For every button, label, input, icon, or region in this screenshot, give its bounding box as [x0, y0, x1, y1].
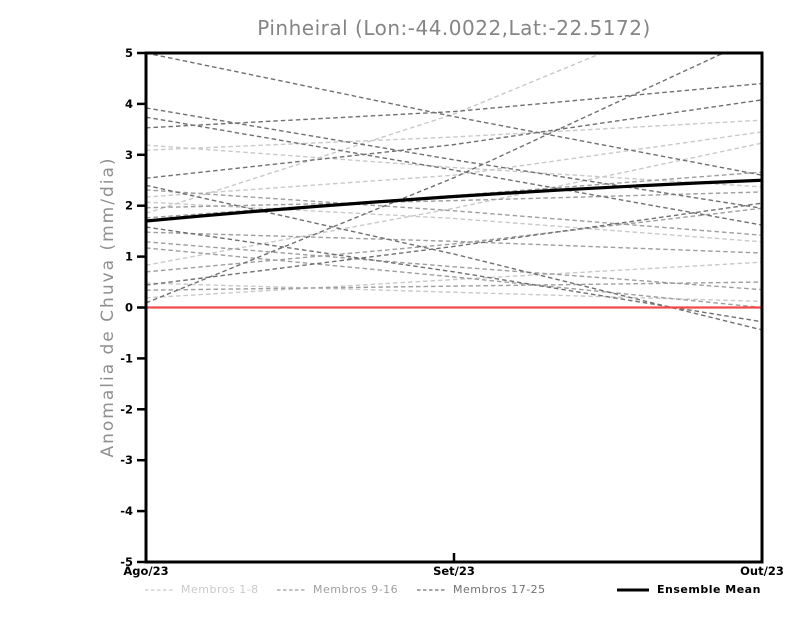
member-line	[146, 241, 762, 291]
y-tick-label: 0	[125, 301, 133, 315]
y-tick-label: 3	[125, 148, 133, 162]
member-line	[146, 202, 762, 286]
member-line	[146, 144, 762, 188]
legend-label: Ensemble Mean	[657, 583, 761, 596]
legend-item-ensemble-mean: Ensemble Mean	[616, 583, 761, 596]
legend-item-membros-1-8: Membros 1-8	[144, 583, 259, 596]
y-tick-label: 4	[125, 97, 133, 111]
plot-area	[146, 53, 762, 331]
legend-item-membros-17-25: Membros 17-25	[416, 583, 546, 596]
x-tick-label: Ago/23	[123, 564, 168, 578]
chart-title: Pinheiral (Lon:-44.0022,Lat:-22.5172)	[257, 16, 651, 40]
member-line	[146, 261, 762, 299]
legend-label: Membros 1-8	[181, 583, 259, 596]
member-line	[146, 53, 604, 215]
member-line	[146, 119, 762, 151]
ensemble-mean-line	[146, 178, 762, 223]
member-line	[146, 107, 762, 209]
dashed-line-swatch	[277, 588, 305, 591]
member-line	[146, 116, 762, 226]
legend-label: Membros 9-16	[313, 583, 399, 596]
legend-label: Membros 17-25	[453, 583, 546, 596]
member-line	[146, 82, 762, 129]
member-line	[146, 281, 762, 291]
y-tick-label: 1	[125, 250, 133, 264]
member-line	[146, 53, 726, 304]
y-tick-label: -1	[120, 351, 133, 365]
x-tick-label: Set/23	[433, 564, 475, 578]
y-tick-label: -2	[120, 402, 133, 416]
legend: Membros 1-8 Membros 9-16 Membros 17-25 E…	[0, 583, 800, 599]
y-tick-label: -5	[120, 555, 133, 569]
x-tick-label: Out/23	[740, 564, 784, 578]
dashed-line-swatch	[145, 588, 173, 591]
member-line	[146, 207, 762, 273]
member-line	[146, 184, 762, 331]
legend-item-membros-9-16: Membros 9-16	[276, 583, 398, 596]
member-line	[146, 131, 762, 198]
y-tick-label: 5	[125, 46, 133, 60]
y-tick-label: 2	[125, 199, 133, 213]
member-line	[146, 282, 762, 303]
member-line	[146, 201, 762, 243]
member-line	[146, 99, 762, 179]
member-line	[146, 189, 762, 236]
y-tick-label: -3	[120, 453, 133, 467]
member-line	[146, 191, 762, 209]
member-line	[146, 247, 762, 309]
solid-line-swatch	[617, 588, 649, 591]
y-tick-label: -4	[120, 504, 133, 518]
member-line	[146, 231, 762, 254]
dashed-line-swatch	[417, 588, 445, 591]
